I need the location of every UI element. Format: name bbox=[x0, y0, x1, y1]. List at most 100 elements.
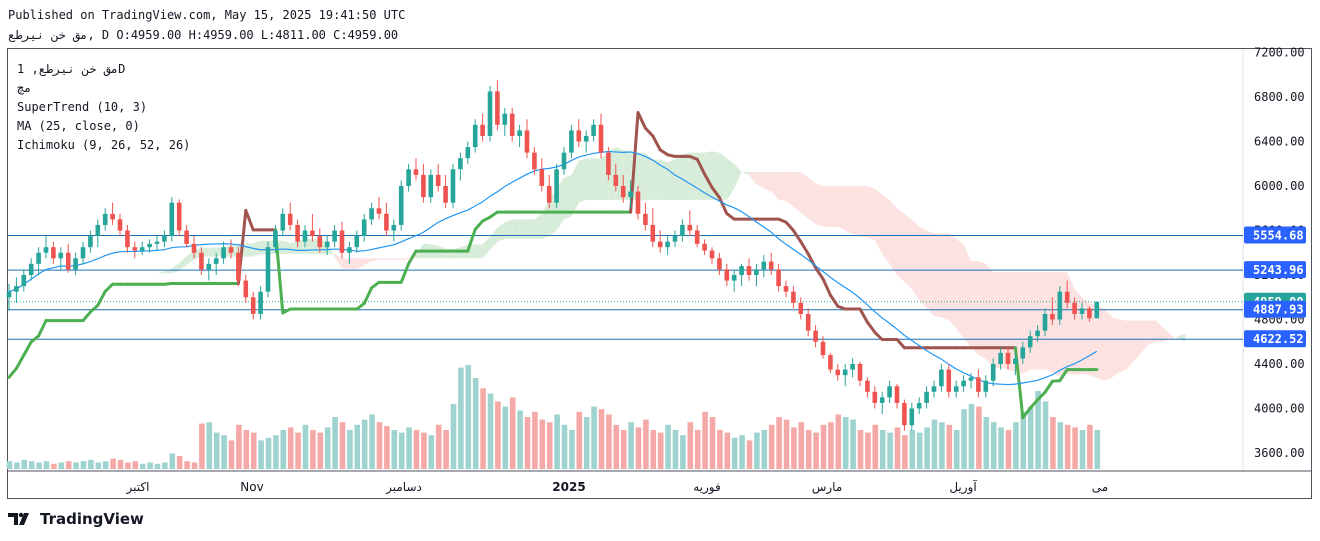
supertrend-segment bbox=[703, 172, 714, 189]
volume-bar bbox=[628, 422, 634, 469]
y-tick-label: 6000.00 bbox=[1254, 179, 1305, 193]
cloud-segment bbox=[741, 172, 749, 175]
volume-bar bbox=[154, 463, 161, 469]
volume-bar bbox=[58, 462, 65, 469]
volume-bar bbox=[591, 406, 597, 469]
cloud-segment bbox=[778, 172, 786, 202]
volume-bar bbox=[65, 461, 72, 469]
cloud-segment bbox=[956, 238, 964, 339]
candle-body bbox=[236, 252, 241, 281]
volume-bar bbox=[783, 419, 790, 469]
candle-body bbox=[1050, 313, 1055, 320]
supertrend-segment bbox=[37, 319, 48, 338]
cloud-segment bbox=[904, 213, 912, 289]
cloud-segment bbox=[593, 158, 601, 200]
candle-body bbox=[717, 258, 722, 270]
volume-bar bbox=[21, 459, 28, 469]
volume-bar bbox=[754, 432, 760, 469]
candle-body bbox=[154, 241, 160, 244]
candle-body bbox=[1087, 308, 1092, 319]
candle-body bbox=[1020, 347, 1026, 359]
tradingview-logo[interactable]: TradingView bbox=[8, 510, 144, 528]
volume-bar bbox=[361, 419, 368, 469]
candle-body bbox=[102, 213, 108, 225]
supertrend-segment bbox=[725, 212, 736, 221]
cloud-segment bbox=[911, 219, 920, 301]
cloud-segment bbox=[171, 263, 180, 274]
candle-body bbox=[125, 230, 130, 248]
volume-bar bbox=[539, 419, 546, 469]
supertrend-segment bbox=[1036, 390, 1047, 402]
volume-bar bbox=[953, 430, 960, 469]
cloud-segment bbox=[808, 177, 816, 225]
volume-bar bbox=[1005, 430, 1012, 469]
volume-bar bbox=[731, 437, 738, 469]
volume-bar bbox=[835, 414, 842, 469]
volume-bar bbox=[583, 417, 590, 469]
supertrend-segment bbox=[636, 111, 647, 130]
candle-body bbox=[687, 224, 693, 231]
candle-body bbox=[746, 266, 752, 275]
cloud-segment bbox=[371, 258, 379, 262]
supertrend-segment bbox=[784, 220, 795, 232]
volume-bar bbox=[250, 432, 257, 469]
cloud-segment bbox=[660, 159, 668, 200]
volume-bar bbox=[243, 430, 250, 469]
volume-bar bbox=[554, 414, 560, 469]
cloud-segment bbox=[519, 219, 527, 239]
supertrend-segment bbox=[873, 330, 884, 342]
candle-body bbox=[983, 380, 989, 392]
supertrend bbox=[7, 111, 1099, 420]
volume-bar bbox=[680, 435, 686, 469]
candle-body bbox=[369, 208, 374, 220]
candle-body bbox=[458, 158, 463, 170]
volume-bar bbox=[561, 424, 568, 469]
volume-bar bbox=[717, 430, 723, 469]
cloud-segment bbox=[379, 258, 387, 260]
candle-body bbox=[95, 224, 101, 237]
candle-body bbox=[295, 224, 300, 242]
volume-bar bbox=[694, 430, 701, 469]
candle-body bbox=[828, 355, 833, 370]
candle-body bbox=[606, 152, 611, 175]
candle-body bbox=[583, 135, 589, 142]
volume-bar bbox=[939, 422, 945, 469]
cloud-segment bbox=[852, 186, 860, 237]
logo-text: TradingView bbox=[40, 510, 144, 528]
candle-body bbox=[1035, 330, 1040, 337]
volume-bar bbox=[761, 430, 768, 469]
volume-bar bbox=[421, 432, 427, 469]
volume-bar bbox=[961, 409, 967, 469]
candle-body bbox=[976, 377, 981, 392]
supertrend-segment bbox=[1043, 379, 1054, 394]
cloud-segment bbox=[1163, 327, 1171, 342]
candle-body bbox=[754, 269, 759, 275]
legend-ichimoku[interactable]: Ichimoku (9, 26, 52, 26) bbox=[17, 138, 191, 152]
volume-bar bbox=[339, 422, 346, 469]
candle-body bbox=[273, 230, 278, 248]
cloud-segment bbox=[342, 258, 350, 269]
cloud-segment bbox=[734, 163, 742, 189]
volume-bar bbox=[902, 435, 908, 469]
legend-supertrend[interactable]: SuperTrend (10, 3) bbox=[17, 100, 148, 114]
candle-body bbox=[139, 247, 145, 251]
volume-bar bbox=[132, 461, 139, 469]
cloud-segment bbox=[837, 186, 846, 231]
candle-body bbox=[709, 250, 715, 259]
candle-body bbox=[391, 224, 397, 231]
legend-ma[interactable]: MA (25, close, 0) bbox=[17, 119, 140, 133]
volume-bar bbox=[813, 432, 819, 469]
price-label-box bbox=[1244, 300, 1306, 318]
candle-body bbox=[280, 213, 286, 231]
cloud-segment bbox=[453, 247, 461, 259]
volume-bar bbox=[598, 409, 605, 469]
volume-bar bbox=[1035, 391, 1041, 469]
cloud-segment bbox=[1111, 316, 1119, 378]
volume-bar bbox=[887, 432, 893, 469]
candle-body bbox=[902, 402, 907, 426]
candle-body bbox=[162, 236, 167, 242]
candle-body bbox=[221, 247, 226, 259]
legend-symbol: مق خن نیرطع, 1D bbox=[17, 62, 126, 76]
candle-body bbox=[110, 213, 115, 220]
